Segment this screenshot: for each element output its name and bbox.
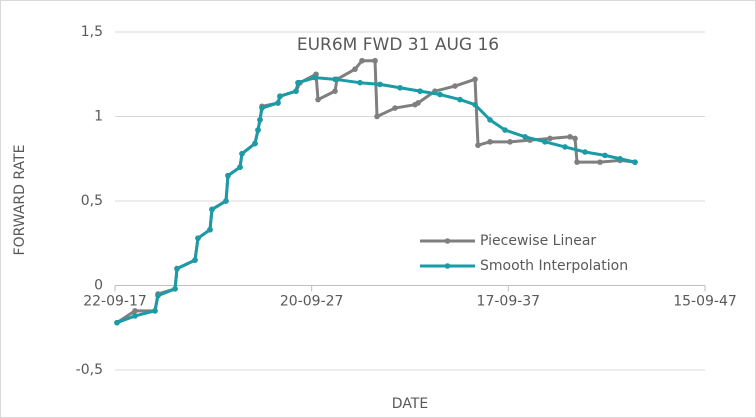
series-point [352,66,358,72]
y-tick-label: 1 [94,109,103,125]
series-point [155,292,161,299]
series-point [392,105,398,111]
legend-label: Piecewise Linear [480,233,596,249]
series-point [275,100,281,106]
series-point [192,257,198,263]
series-point [502,127,508,133]
series-point [472,76,478,83]
series-line [116,76,636,325]
series-point [457,96,463,103]
series-point [312,74,318,81]
series-point [374,113,380,120]
series-point [315,96,321,103]
series-point [332,76,338,83]
x-tick-label: 22-09-17 [83,294,147,310]
x-tick-label: 20-09-27 [280,294,344,310]
series-point [567,133,573,140]
series-point [209,206,215,213]
y-tick-label: 0 [94,278,103,294]
series-point [172,286,178,292]
series-point [277,93,283,100]
series-point [132,313,138,319]
series-point [522,133,528,140]
series-point [132,308,138,314]
series-point [572,135,578,142]
y-tick-label: 0,5 [81,193,103,209]
series-point [417,88,423,94]
legend-label: Smooth Interpolation [480,258,628,274]
series-point [562,144,568,150]
series-point [237,164,243,170]
chart-title: EUR6M FWD 31 AUG 16 [297,35,499,55]
series-point [207,226,213,233]
legend-swatch-point [444,238,451,244]
series-point [255,127,261,133]
series-point [359,57,365,64]
series-point [293,88,299,94]
series-point [357,79,363,86]
series-point [597,159,603,165]
series-point [617,155,623,162]
series-point [632,159,638,165]
series-point [152,308,158,314]
series-point [472,101,478,108]
y-tick-label: -0,5 [76,362,103,378]
series-point [223,198,229,204]
x-tick-label: 15-09-47 [673,294,737,310]
series-point [602,152,608,159]
series-point [487,139,493,145]
series-point [415,100,421,106]
series-point [114,319,120,326]
series-point [259,105,265,111]
series-point [295,79,301,86]
series-point [397,84,403,91]
series-point [225,172,231,179]
series-point [195,235,201,241]
series-point [239,150,245,157]
series-point [437,91,443,98]
series-point [475,142,481,149]
series-point [542,139,548,145]
series-point [547,135,553,142]
y-axis-label: FORWARD RATE [12,145,28,256]
x-tick-label: 17-09-37 [477,294,541,310]
series-point [377,81,383,88]
x-axis-label: DATE [392,396,428,412]
series-point [487,117,493,123]
y-tick-label: 1,5 [81,24,103,40]
legend-swatch-point [444,263,451,269]
series-point [582,149,588,155]
series-point [507,139,513,145]
series-point [332,88,338,94]
series-point [574,159,580,165]
series-point [174,265,180,272]
series-point [372,57,378,64]
series-point [257,117,263,123]
series-point [452,83,458,89]
series-point [252,140,258,147]
